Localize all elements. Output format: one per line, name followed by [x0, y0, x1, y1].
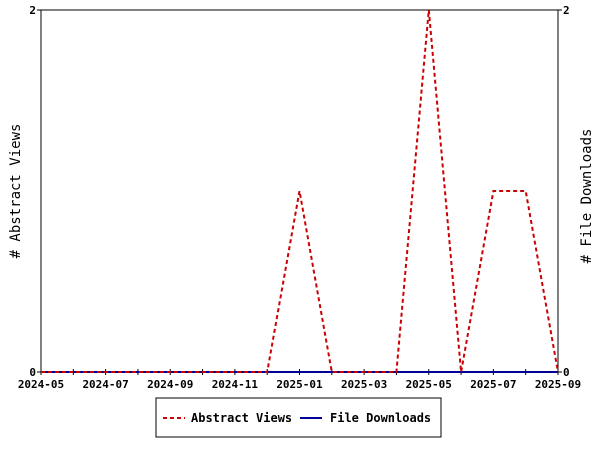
x-tick-label-2025-01: 2025-01: [276, 378, 323, 391]
y-axes: 0 2 0 2: [29, 4, 569, 379]
y-axis-left-title: # Abstract Views: [8, 124, 24, 259]
plot-area: [40, 9, 559, 373]
legend-label-file-downloads: File Downloads: [330, 411, 431, 425]
x-tick-label-2025-03: 2025-03: [341, 378, 387, 391]
x-tick-label-2024-09: 2024-09: [147, 378, 193, 391]
y-left-tick-label-2: 2: [29, 4, 36, 17]
x-tick-label-2025-09: 2025-09: [535, 378, 581, 391]
y-axis-right-title: # File Downloads: [579, 129, 595, 264]
x-tick-label-2025-05: 2025-05: [406, 378, 452, 391]
series-line-abstract-views: [41, 9, 559, 373]
legend: Abstract Views File Downloads: [155, 397, 442, 438]
legend-box: [155, 397, 442, 438]
x-tick-label-2024-05: 2024-05: [18, 378, 64, 391]
x-tick-label-2024-07: 2024-07: [82, 378, 128, 391]
legend-label-abstract-views: Abstract Views: [191, 411, 292, 425]
x-tick-label-2025-07: 2025-07: [470, 378, 516, 391]
y-right-tick-label-0: 0: [563, 366, 570, 379]
x-tick-label-2024-11: 2024-11: [212, 378, 259, 391]
series-lines: [41, 9, 559, 373]
y-right-tick-label-2: 2: [563, 4, 570, 17]
y-left-tick-label-0: 0: [29, 366, 36, 379]
x-axis: 2024-05 2024-07 2024-09 2024-11 2025-01 2025-…: [18, 369, 581, 391]
